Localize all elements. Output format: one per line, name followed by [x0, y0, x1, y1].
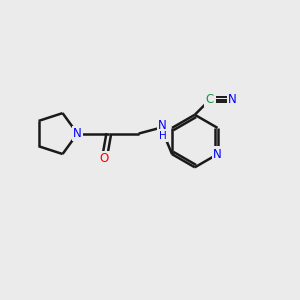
Text: C: C [206, 93, 214, 106]
Text: N: N [158, 119, 167, 132]
Text: N: N [213, 148, 222, 161]
Text: O: O [100, 152, 109, 166]
Text: N: N [73, 127, 82, 140]
Text: H: H [159, 131, 167, 141]
Text: N: N [228, 93, 237, 106]
